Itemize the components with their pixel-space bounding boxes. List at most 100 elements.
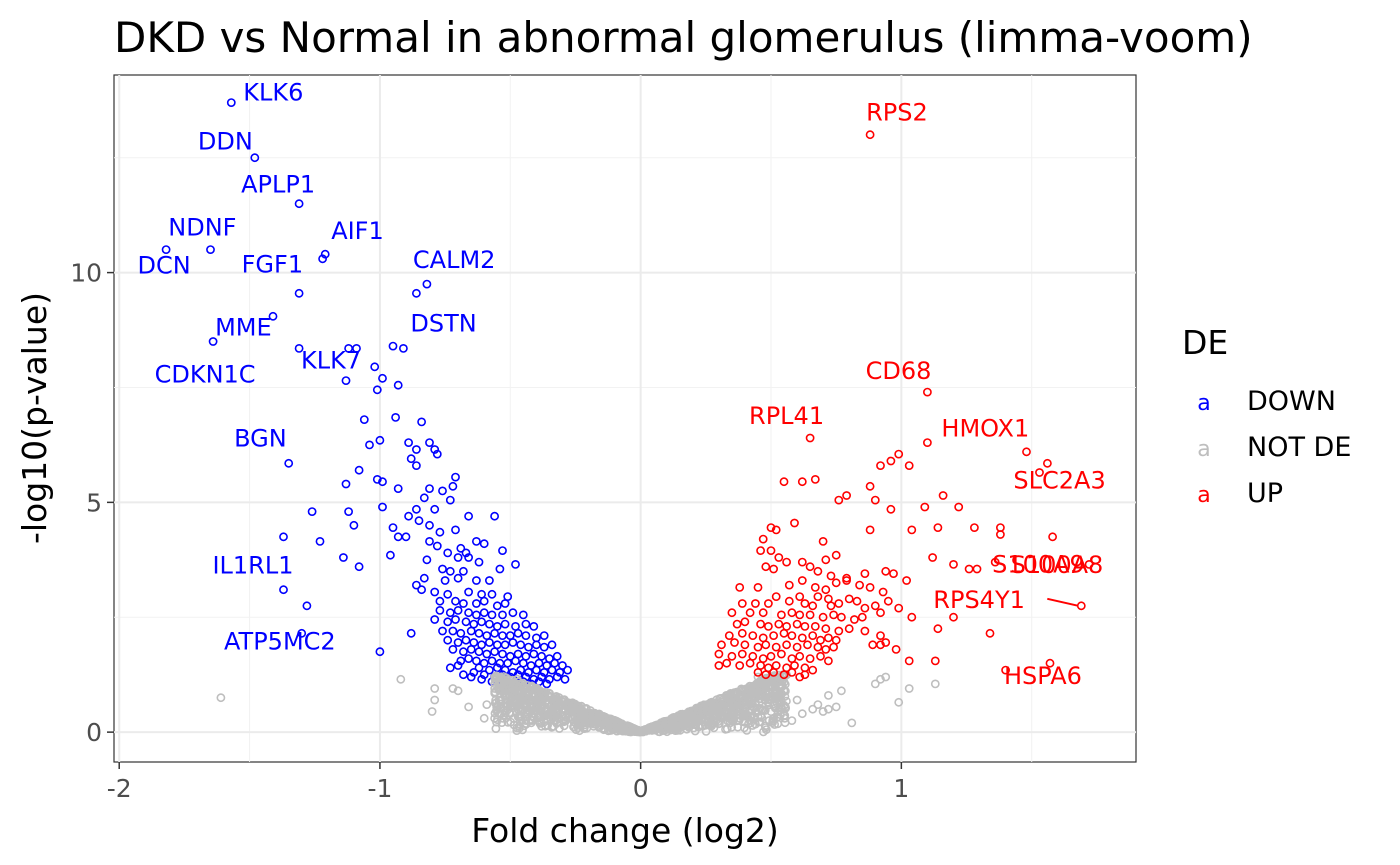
point-down [521,619,531,629]
point-down [279,585,288,595]
point-not-de [580,712,589,721]
point-down [555,668,565,677]
point-up [1045,658,1055,668]
point-up [792,619,802,629]
point-up [996,530,1005,539]
point-down [406,454,416,464]
point-up [813,642,823,652]
x-tick-label: -1 [367,774,392,803]
point-down [466,672,476,682]
point-down [372,474,382,484]
point-up [777,610,786,620]
point-up [933,624,943,634]
point-not-de [818,707,828,716]
point-down [529,649,539,659]
point-down [430,445,440,454]
point-up [735,583,745,592]
point-up [714,649,724,659]
point-down [524,642,533,652]
point-up [753,642,763,652]
point-not-de [527,681,537,691]
point-up [923,438,932,447]
point-down [411,461,421,470]
gene-label-klk7: KLK7 [301,346,361,374]
point-up [790,518,799,528]
point-down [414,516,424,526]
point-up [850,615,859,624]
point-down [453,606,463,615]
point-not-de [697,721,707,731]
point-up [808,665,818,675]
point-up [1048,532,1057,542]
point-down [453,553,463,562]
point-up [870,601,880,611]
point-not-de [731,689,741,699]
point-up [842,576,851,585]
point-down [284,458,294,468]
point-up [826,601,836,611]
point-up [949,612,958,622]
point-up [753,583,763,592]
point-down [482,649,492,659]
point-not-de [678,719,688,728]
point-down [435,596,445,606]
point-up [769,564,778,574]
point-not-de [714,706,723,716]
point-not-de [482,700,492,709]
point-not-de [813,700,823,709]
point-not-de [668,713,678,723]
point-up [737,649,747,659]
point-down [388,523,398,532]
point-not-de [585,706,595,715]
point-not-de [704,699,713,709]
point-down [393,484,403,493]
point-not-de [505,702,515,712]
point-not-de [792,695,802,705]
point-not-de [537,721,546,731]
point-not-de [703,712,713,721]
point-down [498,649,507,659]
point-up [777,649,786,659]
point-down [471,610,481,620]
gene-label-aif1: AIF1 [331,217,384,245]
point-up [970,523,979,532]
point-down [445,566,455,576]
point-down [435,606,445,615]
point-up [837,612,846,622]
point-up [813,592,823,601]
point-not-de [505,687,515,697]
point-not-de [763,694,773,704]
point-down [443,635,453,645]
point-not-de [725,704,734,714]
point-down [417,585,426,595]
point-not-de [513,682,523,692]
point-not-de [528,690,537,699]
point-down [365,440,374,450]
point-down [542,679,552,689]
point-down [458,647,468,657]
point-down [477,617,486,627]
point-down [456,543,466,553]
data-points [161,98,1094,737]
point-up [771,642,781,652]
point-down [498,610,507,620]
point-up [860,626,870,636]
point-down [484,619,494,629]
point-not-de [494,672,504,682]
point-down [453,661,463,670]
point-down [352,343,361,353]
point-down [411,504,421,514]
point-up [920,502,930,512]
point-up [834,599,844,608]
point-not-de [539,711,549,721]
point-not-de [824,691,833,700]
point-down [474,647,484,657]
point-down [453,638,463,647]
point-down [279,532,288,542]
point-down [430,504,440,514]
point-up [881,566,891,576]
point-not-de [682,711,692,721]
point-up [779,628,789,638]
point-up [829,642,838,652]
